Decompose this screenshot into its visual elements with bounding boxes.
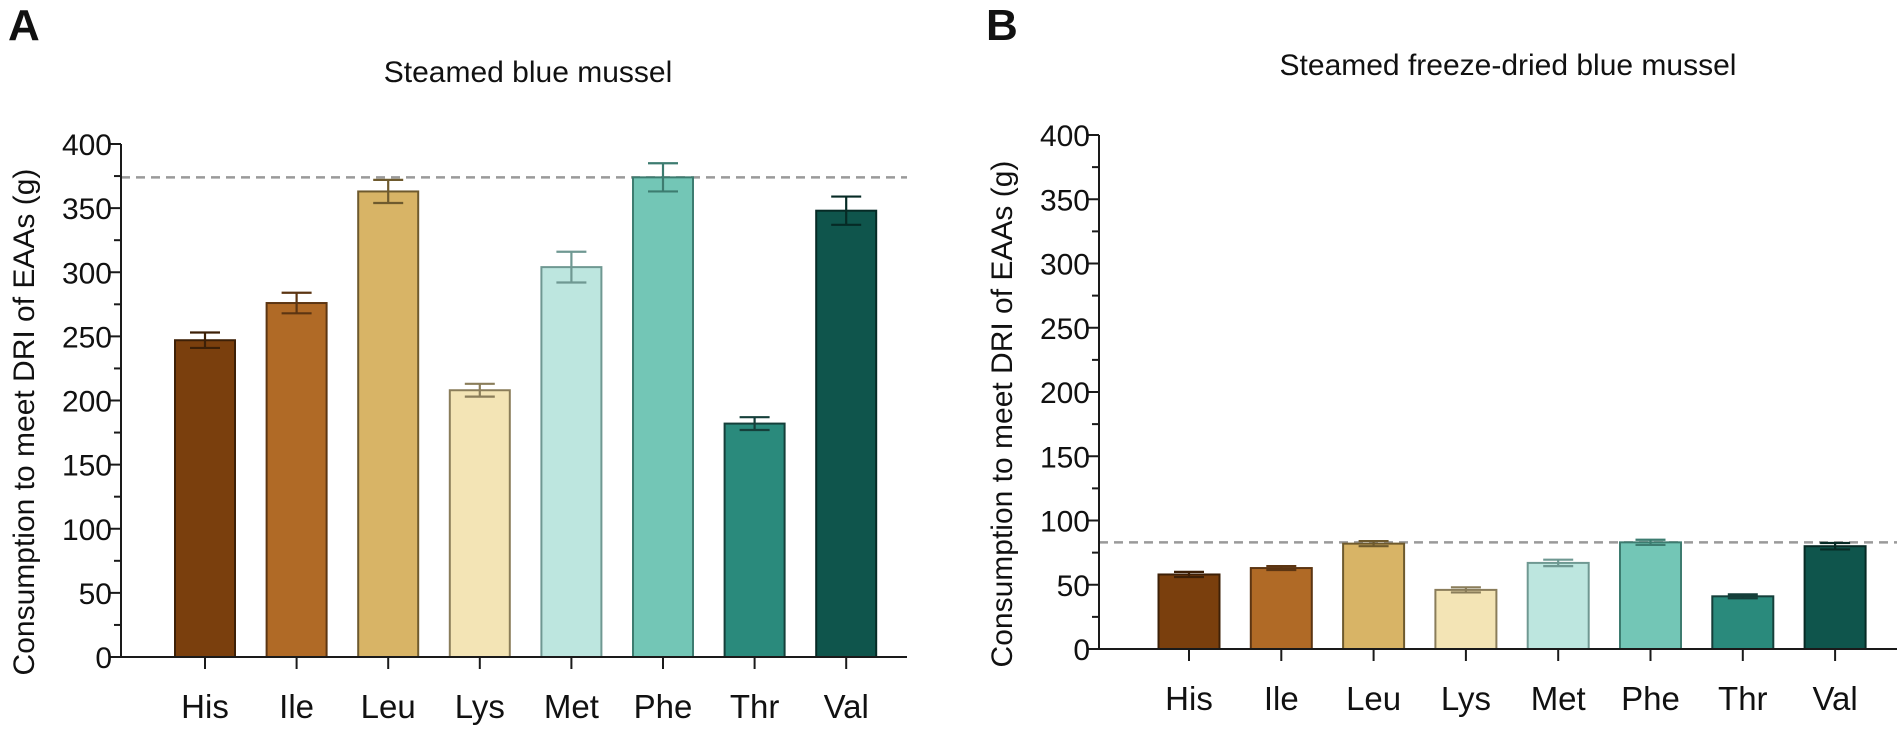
y-axis-label-a: Consumption to meet DRI of EAAs (g)	[8, 169, 41, 676]
x-tick-label-his-a: His	[181, 688, 229, 725]
panel-b: B Steamed freeze-dried blue mussel Consu…	[986, 1, 1897, 717]
y-tick-label-100-b: 100	[1040, 506, 1090, 539]
error-bar-ile-a	[281, 291, 312, 315]
panel-a: A Steamed blue mussel Consumption to mee…	[8, 1, 907, 725]
bar-ile-b	[1249, 567, 1313, 650]
x-tick-label-val-b: Val	[1812, 680, 1857, 717]
error-bar-lys-b	[1450, 586, 1481, 594]
chart-title-a: Steamed blue mussel	[384, 56, 673, 89]
x-tick-label-ile-b: Ile	[1264, 680, 1299, 717]
y-tick-label-350-a: 350	[62, 193, 112, 226]
x-tick-label-lys-b: Lys	[1441, 680, 1491, 717]
y-tick-label-350-b: 350	[1040, 184, 1090, 217]
error-bar-thr-a	[739, 416, 770, 432]
bar-met-b	[1526, 561, 1590, 651]
bar-thr-a	[723, 422, 786, 658]
bar-ile-a	[265, 302, 328, 658]
y-tick-label-0-b: 0	[1073, 634, 1090, 667]
x-tick-label-his-b: His	[1165, 680, 1213, 717]
error-bar-ile-b	[1266, 565, 1297, 572]
y-tick-label-250-b: 250	[1040, 313, 1090, 346]
error-bar-val-a	[831, 195, 862, 226]
error-bar-lys-a	[464, 382, 495, 398]
x-tick-label-lys-a: Lys	[455, 688, 505, 725]
y-tick-label-300-a: 300	[62, 257, 112, 290]
y-tick-label-50-a: 50	[79, 578, 112, 611]
y-tick-label-400-b: 400	[1040, 120, 1090, 153]
chart-title-b: Steamed freeze-dried blue mussel	[1280, 49, 1737, 82]
error-bar-his-b	[1174, 570, 1204, 579]
x-tick-label-leu-a: Leu	[361, 688, 416, 725]
x-tick-label-thr-a: Thr	[730, 688, 780, 725]
y-tick-label-300-b: 300	[1040, 249, 1090, 282]
bar-leu-a	[357, 190, 420, 658]
error-bar-met-b	[1543, 558, 1574, 568]
bar-thr-b	[1711, 595, 1775, 651]
bar-phe-a	[632, 176, 694, 658]
error-bar-leu-a	[373, 178, 404, 205]
x-tick-label-ile-a: Ile	[279, 688, 314, 725]
x-tick-label-leu-b: Leu	[1346, 680, 1401, 717]
bar-val-a	[815, 209, 878, 658]
error-bar-val-b	[1820, 541, 1851, 551]
bar-met-a	[540, 266, 603, 658]
y-tick-label-200-b: 200	[1040, 377, 1090, 410]
x-tick-label-val-a: Val	[824, 688, 869, 725]
error-bar-phe-a	[648, 162, 678, 193]
x-tick-label-met-b: Met	[1531, 680, 1586, 717]
y-tick-label-150-a: 150	[62, 450, 112, 483]
bar-val-b	[1803, 545, 1867, 651]
x-tick-label-thr-b: Thr	[1718, 680, 1768, 717]
error-bar-phe-b	[1635, 538, 1666, 547]
error-bar-met-a	[556, 250, 587, 284]
x-tick-label-met-a: Met	[544, 688, 599, 725]
y-tick-label-0-a: 0	[95, 642, 112, 675]
y-axis-label-b: Consumption to meet DRI of EAAs (g)	[986, 161, 1019, 668]
y-tick-label-200-a: 200	[62, 386, 112, 419]
bar-leu-b	[1342, 542, 1406, 651]
y-tick-label-250-a: 250	[62, 321, 112, 354]
y-tick-label-100-a: 100	[62, 514, 112, 547]
y-tick-label-400-a: 400	[62, 129, 112, 162]
panel-letter-b: B	[986, 1, 1018, 50]
error-bar-his-a	[190, 331, 220, 350]
x-tick-label-phe-b: Phe	[1621, 680, 1680, 717]
bar-lys-b	[1434, 588, 1498, 651]
y-tick-label-150-b: 150	[1040, 441, 1090, 474]
bar-phe-b	[1619, 541, 1682, 650]
bar-his-b	[1157, 573, 1221, 650]
y-tick-label-50-b: 50	[1057, 570, 1090, 603]
error-bar-leu-b	[1358, 539, 1389, 548]
panel-letter-a: A	[8, 1, 40, 50]
bar-lys-a	[448, 389, 511, 658]
x-tick-label-phe-a: Phe	[634, 688, 693, 725]
bar-his-a	[174, 339, 236, 658]
error-bar-thr-b	[1727, 593, 1758, 600]
